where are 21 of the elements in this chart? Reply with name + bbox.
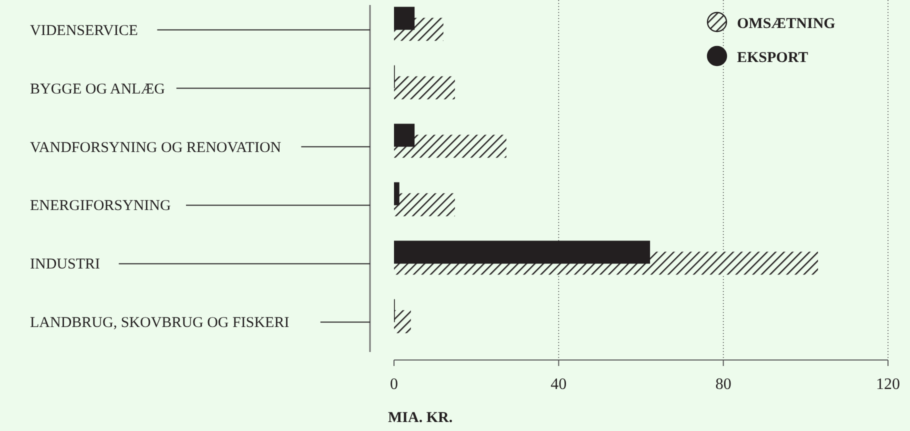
bar bbox=[394, 76, 455, 100]
y-tick-label: LANDBRUG, SKOVBRUG OG FISKERI bbox=[30, 315, 290, 332]
y-tick-label: VANDFORSYNING OG RENOVATION bbox=[30, 140, 282, 156]
x-tick-label: 40 bbox=[550, 376, 567, 393]
bar bbox=[394, 6, 415, 30]
y-tick-label: BYGGE OG ANLÆG bbox=[30, 81, 166, 98]
x-tick-label: 0 bbox=[390, 376, 398, 393]
bar bbox=[394, 240, 650, 264]
bar bbox=[394, 124, 415, 147]
bar bbox=[394, 193, 455, 216]
y-tick-label: ENERGIFORSYNING bbox=[30, 198, 172, 214]
y-tick-label: VIDENSERVICE bbox=[30, 22, 138, 39]
bar bbox=[394, 182, 400, 206]
legend-label: EKSPORT bbox=[737, 50, 808, 66]
bar bbox=[394, 134, 506, 158]
x-axis-title: MIA. KR. bbox=[388, 410, 453, 426]
x-tick-label: 120 bbox=[876, 376, 900, 393]
legend-label: OMSÆTNING bbox=[737, 16, 836, 32]
x-tick-label: 80 bbox=[715, 376, 732, 393]
y-tick-label: INDUSTRI bbox=[30, 256, 100, 273]
bar bbox=[394, 310, 411, 334]
